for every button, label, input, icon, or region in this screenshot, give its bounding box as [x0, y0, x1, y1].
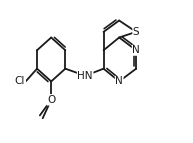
Text: O: O	[47, 95, 55, 105]
Text: N: N	[115, 76, 123, 86]
Text: HN: HN	[77, 71, 93, 81]
Text: O: O	[47, 95, 55, 105]
Text: N: N	[132, 45, 140, 55]
Text: S: S	[133, 27, 140, 37]
Text: Cl: Cl	[14, 76, 24, 86]
